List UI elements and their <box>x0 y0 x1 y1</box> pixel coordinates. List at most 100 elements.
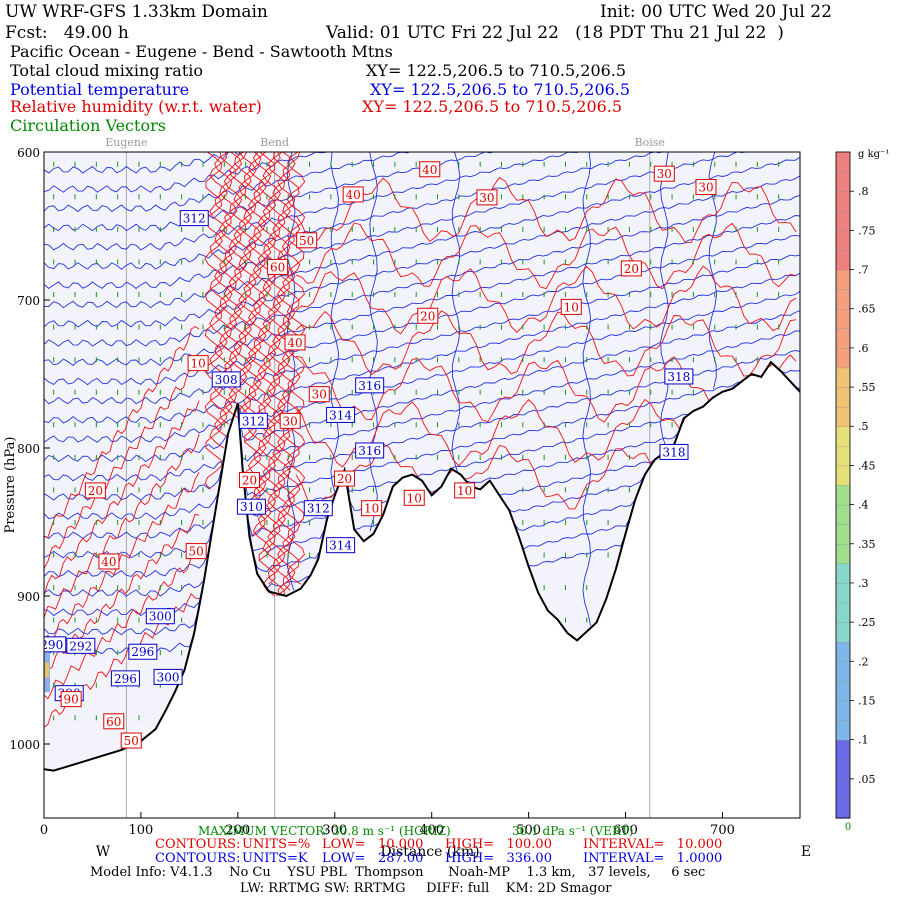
location-label-eugene: Eugene <box>105 136 147 149</box>
colorbar-segment <box>835 700 851 721</box>
theta-contour-label-box <box>355 442 385 459</box>
colorbar-segment <box>835 739 851 760</box>
colorbar-segment <box>835 759 851 780</box>
terrain-line <box>44 360 800 772</box>
colorbar-segment <box>835 543 851 565</box>
colorbar-tick-label: .5 <box>858 420 869 433</box>
field-theta-xy: XY= 122.5,206.5 to 710.5,206.5 <box>370 80 631 99</box>
rh-contour-label-box <box>419 161 441 178</box>
theta-contour-label-box <box>664 368 694 385</box>
colorbar-segment <box>835 719 851 741</box>
colorbar-segment <box>835 230 851 251</box>
theta-contour-units: UNITS=K <box>242 851 308 866</box>
colorbar-segment <box>835 504 851 525</box>
theta-contour-label-box <box>236 498 266 515</box>
colorbar-tick-label: .7 <box>858 264 869 277</box>
rh-contour-label-box <box>296 232 318 249</box>
model-info: Model Info: V4.1.3 No Cu YSU PBL Thompso… <box>90 865 706 880</box>
rh-contour-label-box <box>403 489 425 506</box>
theta-contour-label: 316 <box>358 444 381 458</box>
theta-contour-line <box>44 215 800 366</box>
rh-contour-label-box <box>342 186 364 203</box>
colorbar-tick-label: .8 <box>858 185 869 198</box>
location-label-boise: Boise <box>635 136 665 149</box>
rh-contour-label-box <box>361 500 383 517</box>
theta-contour-label-box <box>66 637 96 654</box>
colorbar-segment <box>835 386 851 408</box>
colorbar-segment <box>835 249 851 271</box>
rh-contour-label-box <box>454 482 476 499</box>
colorbar-segment <box>835 798 851 819</box>
plot-frame <box>43 151 801 819</box>
theta-contour-label: 312 <box>307 502 330 516</box>
field-vectors-label: Circulation Vectors <box>10 116 166 135</box>
theta-contour-line <box>44 152 244 174</box>
rh-contour-label: 30 <box>479 191 494 205</box>
rh-contour-line <box>277 152 296 597</box>
rh-contour-label-box <box>185 543 207 560</box>
rh-contour-label: 50 <box>189 545 204 559</box>
rh-contour-low: LOW= 10.000 <box>322 837 424 852</box>
init-time: Init: 00 UTC Wed 20 Jul 22 <box>600 2 832 22</box>
colorbar-segment <box>835 328 851 349</box>
theta-contour-low: LOW= 287.00 <box>322 851 424 866</box>
colorbar-segment <box>835 171 851 192</box>
colorbar-tick-label: .6 <box>858 342 869 355</box>
y-tick-label: 600 <box>17 146 40 160</box>
theta-contour-line <box>44 361 800 540</box>
rh-contour-label: 40 <box>422 163 437 177</box>
y-tick-label: 700 <box>17 294 40 308</box>
theta-contour-label: 314 <box>329 539 352 553</box>
field-cloud-xy: XY= 122.5,206.5 to 710.5,206.5 <box>366 61 627 80</box>
colorbar-segment <box>835 288 851 310</box>
colorbar-tick-label: .35 <box>858 538 876 551</box>
field-rh-xy: XY= 122.5,206.5 to 710.5,206.5 <box>362 97 623 116</box>
colorbar-segment <box>835 347 851 369</box>
rh-contour-label: 10 <box>564 300 579 314</box>
rh-contour-label-box <box>238 472 260 489</box>
east-label: E <box>801 844 811 860</box>
theta-contour-label: 314 <box>329 408 352 422</box>
colorbar-segment <box>835 465 851 486</box>
rh-contour-line <box>295 176 797 245</box>
y-axis-label: Pressure (hPa) <box>3 437 18 534</box>
x-tick-label: 400 <box>419 823 444 838</box>
rh-contour-label: 60 <box>106 715 121 729</box>
rh-contour-label: 10 <box>364 502 379 516</box>
rh-contour-line <box>252 152 272 561</box>
rh-contour-line <box>281 152 301 591</box>
rh-contour-line <box>272 152 291 597</box>
colorbar-tick-label: .4 <box>858 499 869 512</box>
rh-contour-line <box>286 152 306 585</box>
x-tick-label: 200 <box>225 823 250 838</box>
theta-contour-label: 296 <box>131 645 154 659</box>
theta-contour-line <box>286 152 296 591</box>
theta-contour-label: 290 <box>40 638 63 652</box>
theta-contour-label-box <box>659 443 689 460</box>
theta-contour-line <box>369 152 378 532</box>
theta-contour-label-box <box>238 412 268 429</box>
theta-contour-label: 318 <box>663 445 686 459</box>
rh-contour-label-box <box>187 355 209 372</box>
rh-contour-label: 50 <box>124 734 139 748</box>
colorbar-segment <box>835 269 851 290</box>
colorbar-tick-label: .55 <box>858 381 876 394</box>
theta-contour-line <box>44 361 800 520</box>
colorbar-tick-label: .65 <box>858 303 876 316</box>
rh-contour-line <box>44 400 200 596</box>
rh-contour-label-box <box>308 386 330 403</box>
theta-contour-label-box <box>145 608 175 625</box>
location-label-bend: Bend <box>260 136 289 149</box>
max-vector-vert-label: 30.1 dPa s⁻¹ (VERT) <box>512 824 633 838</box>
model-info-physics: LW: RRTMG SW: RRTMG DIFF: full KM: 2D Sm… <box>240 881 612 896</box>
theta-contour-line <box>44 175 800 328</box>
y-tick-label: 1000 <box>9 738 40 752</box>
theta-contour-line <box>44 152 327 193</box>
theta-contour-line <box>44 152 579 251</box>
colorbar-tick-label: .3 <box>858 577 869 590</box>
theta-contour-label-box <box>326 406 356 423</box>
x-tick-label: 500 <box>516 823 541 838</box>
field-cloud-label: Total cloud mixing ratio <box>10 61 204 80</box>
rh-contour-line <box>44 553 200 700</box>
